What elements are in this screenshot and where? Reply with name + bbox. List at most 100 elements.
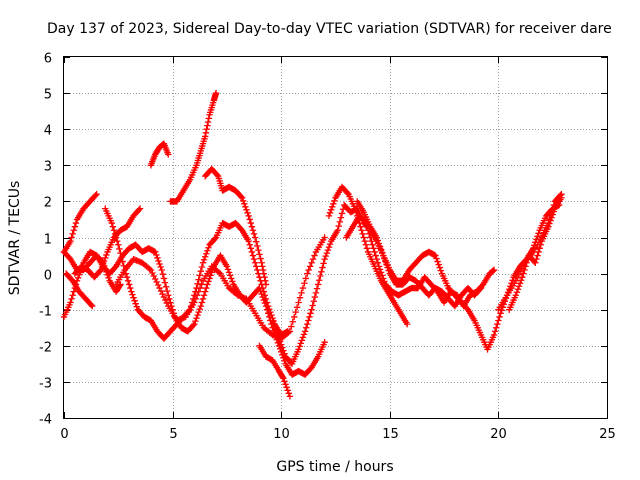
plus-marker: [476, 286, 484, 293]
data-point: [93, 252, 106, 265]
plus-marker: [307, 310, 314, 317]
plus-marker: [282, 381, 289, 388]
plus-marker: [532, 259, 539, 266]
plus-marker: [156, 284, 163, 292]
plus-marker: [67, 299, 74, 306]
data-point: [158, 266, 171, 295]
data-point: [201, 166, 214, 180]
plus-marker: [248, 223, 256, 230]
y-tick-label: -2: [39, 341, 52, 356]
data-point: [258, 259, 269, 285]
plus-marker: [288, 323, 295, 330]
data-point: [425, 286, 438, 299]
plus-marker: [116, 282, 123, 289]
plus-marker: [322, 252, 329, 260]
plus-marker: [309, 302, 316, 309]
plus-marker: [100, 257, 108, 265]
plus-marker: [296, 343, 303, 350]
plus-marker: [72, 219, 80, 227]
plus-marker: [301, 280, 308, 287]
plus-marker: [259, 266, 267, 274]
plus-marker: [250, 255, 258, 263]
data-point: [490, 313, 503, 339]
plus-marker: [326, 240, 334, 248]
plus-marker: [247, 245, 254, 252]
plus-marker: [516, 280, 524, 287]
plus-marker: [490, 266, 498, 274]
data-point: [367, 223, 379, 239]
plus-marker: [292, 308, 299, 316]
data-point: [358, 227, 371, 252]
plus-marker: [435, 261, 442, 268]
plus-marker: [299, 334, 307, 341]
plus-marker: [351, 205, 359, 212]
data-point: [345, 190, 358, 210]
plus-marker: [286, 393, 294, 400]
data-point: [479, 272, 492, 288]
plus-marker: [203, 250, 210, 257]
plus-marker: [338, 210, 346, 217]
data-point: [193, 150, 204, 169]
data-point: [338, 183, 351, 197]
plus-marker: [382, 258, 389, 265]
plus-marker: [545, 223, 552, 230]
y-tick-label: 5: [44, 88, 52, 103]
data-point: [97, 251, 110, 274]
x-tick-label: 15: [382, 427, 399, 442]
data-point: [201, 115, 212, 140]
plus-marker: [165, 292, 172, 299]
plus-marker: [147, 266, 155, 274]
plus-marker: [320, 260, 327, 267]
plus-marker: [267, 308, 274, 316]
plus-marker: [378, 272, 386, 279]
plus-marker: [135, 206, 143, 214]
data-point: [147, 266, 162, 289]
data-point: [86, 253, 99, 266]
plus-marker: [68, 295, 75, 303]
plus-marker: [308, 306, 315, 313]
data-point: [419, 249, 432, 259]
data-point: [282, 353, 295, 366]
data-point: [130, 206, 143, 220]
plus-marker: [323, 249, 331, 257]
plus-marker: [325, 212, 333, 220]
plus-marker: [383, 261, 390, 268]
plus-marker: [490, 331, 498, 339]
axis-ticks: [64, 57, 608, 419]
plus-marker: [115, 241, 122, 248]
plus-marker: [523, 259, 530, 266]
data-point: [123, 214, 136, 230]
plus-marker: [318, 268, 325, 275]
plus-marker: [496, 313, 503, 321]
plus-marker: [133, 303, 140, 310]
plus-marker: [103, 268, 110, 275]
series-arc17: [506, 194, 565, 313]
plus-marker: [274, 332, 282, 339]
plus-marker: [204, 281, 211, 288]
data-point: [314, 341, 327, 360]
data-point: [115, 241, 127, 269]
x-tick-labels: 0 5 10 15 20 25: [60, 427, 615, 442]
plus-marker: [163, 287, 171, 295]
plus-marker: [494, 320, 501, 328]
plus-marker: [116, 245, 123, 253]
plus-marker: [155, 257, 162, 265]
plus-marker: [285, 390, 293, 397]
data-point: [471, 317, 484, 336]
plus-marker: [251, 234, 259, 241]
plus-marker: [205, 115, 212, 122]
plus-marker: [497, 310, 504, 317]
data-point: [354, 198, 366, 214]
plus-marker: [196, 305, 203, 313]
plus-marker: [316, 277, 323, 284]
data-point: [373, 234, 386, 256]
plus-marker: [246, 241, 253, 248]
plus-marker: [223, 263, 231, 270]
plus-marker: [272, 326, 279, 333]
plus-marker: [266, 305, 273, 313]
data-point: [286, 304, 301, 335]
data-point: [104, 236, 117, 256]
plus-marker: [276, 338, 284, 345]
data-point: [138, 259, 153, 272]
data-point: [295, 331, 308, 353]
